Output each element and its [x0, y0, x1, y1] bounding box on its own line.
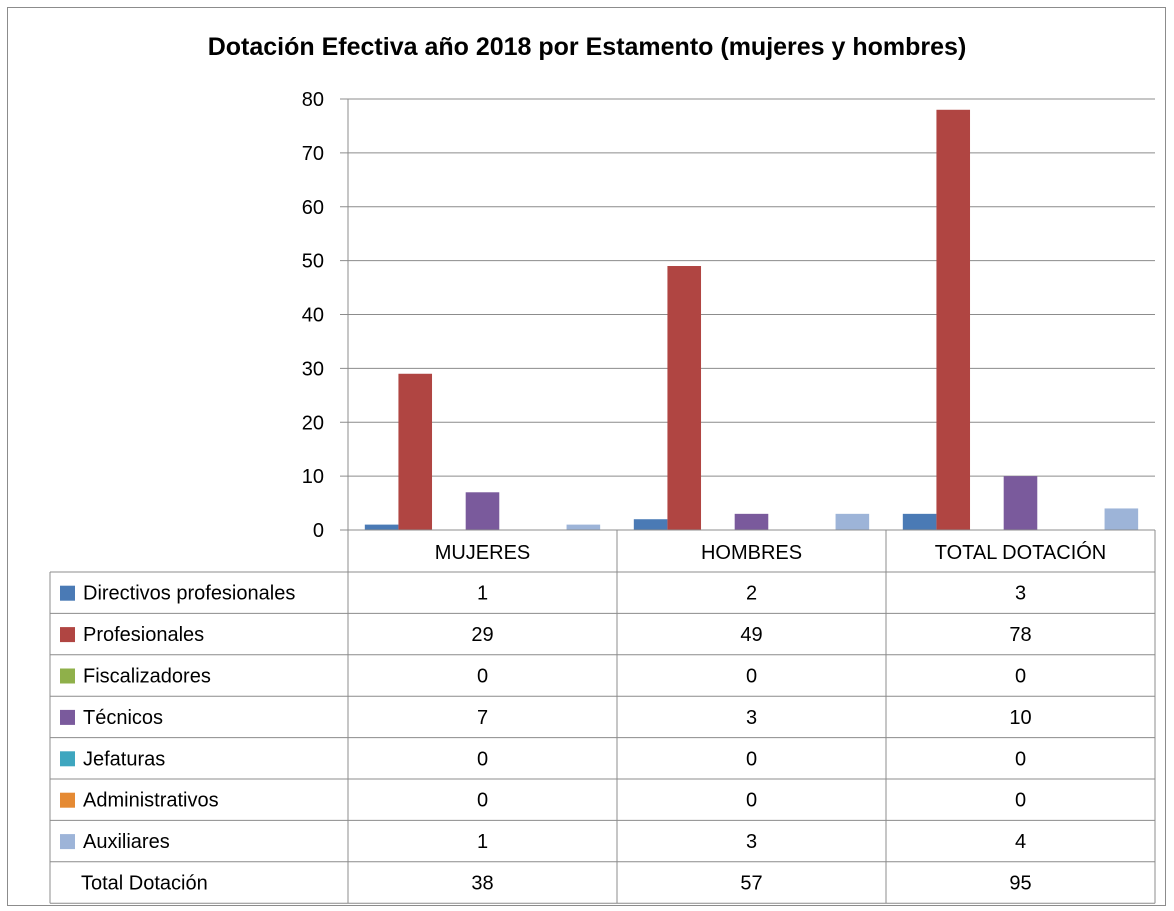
data-cell: 3	[746, 707, 757, 729]
data-cell: 0	[746, 666, 757, 688]
data-cell: 0	[746, 748, 757, 770]
bar	[364, 524, 399, 530]
y-tick-label: 0	[313, 520, 324, 542]
data-cell: 3	[746, 831, 757, 853]
legend-swatch	[60, 834, 75, 850]
y-tick-label: 50	[302, 251, 324, 273]
y-tick-label: 70	[302, 143, 324, 165]
category-label: MUJERES	[435, 542, 531, 564]
total-cell: 95	[1009, 873, 1031, 895]
data-cell: 3	[1015, 583, 1026, 605]
total-cell: 38	[471, 873, 493, 895]
data-cell: 49	[740, 624, 762, 646]
legend-swatch	[60, 627, 75, 643]
data-cell: 7	[477, 707, 488, 729]
bar	[1003, 476, 1038, 530]
y-tick-label: 60	[302, 197, 324, 219]
data-cell: 0	[1015, 790, 1026, 812]
bar	[566, 524, 601, 530]
chart-frame	[7, 7, 1166, 906]
category-label: HOMBRES	[701, 542, 802, 564]
data-cell: 1	[477, 583, 488, 605]
category-label: TOTAL DOTACIÓN	[935, 541, 1107, 564]
chart-title: Dotación Efectiva año 2018 por Estamento…	[207, 33, 967, 61]
legend-swatch	[60, 709, 75, 725]
data-cell: 0	[477, 666, 488, 688]
y-tick-label: 30	[302, 358, 324, 380]
data-cell: 0	[477, 748, 488, 770]
y-tick-label: 80	[302, 89, 324, 111]
bar	[936, 109, 971, 531]
y-tick-label: 20	[302, 412, 324, 434]
bar	[835, 513, 870, 530]
legend-label: Profesionales	[83, 624, 204, 646]
data-cell: 10	[1009, 707, 1031, 729]
legend-label: Fiscalizadores	[83, 666, 211, 688]
legend-label: Directivos profesionales	[83, 583, 295, 605]
legend-swatch	[60, 585, 75, 601]
bar	[734, 513, 769, 530]
data-cell: 0	[1015, 666, 1026, 688]
bar	[902, 513, 937, 530]
legend-label: Administrativos	[83, 790, 219, 812]
total-label: Total Dotación	[81, 873, 208, 895]
legend-swatch	[60, 668, 75, 684]
bar	[1104, 508, 1139, 530]
bar	[667, 266, 702, 530]
data-cell: 0	[746, 790, 757, 812]
legend-label: Técnicos	[83, 707, 163, 729]
legend-swatch	[60, 792, 75, 808]
data-cell: 29	[471, 624, 493, 646]
legend-label: Jefaturas	[83, 748, 165, 770]
total-cell: 57	[740, 873, 762, 895]
data-cell: 78	[1009, 624, 1031, 646]
y-tick-label: 40	[302, 305, 324, 327]
data-cell: 2	[746, 583, 757, 605]
data-cell: 0	[1015, 748, 1026, 770]
data-cell: 1	[477, 831, 488, 853]
legend-label: Auxiliares	[83, 831, 170, 853]
legend-swatch	[60, 751, 75, 767]
bar	[398, 373, 433, 530]
bar	[633, 519, 668, 530]
data-cell: 0	[477, 790, 488, 812]
bar	[465, 492, 500, 530]
data-cell: 4	[1015, 831, 1026, 853]
y-tick-label: 10	[302, 466, 324, 488]
